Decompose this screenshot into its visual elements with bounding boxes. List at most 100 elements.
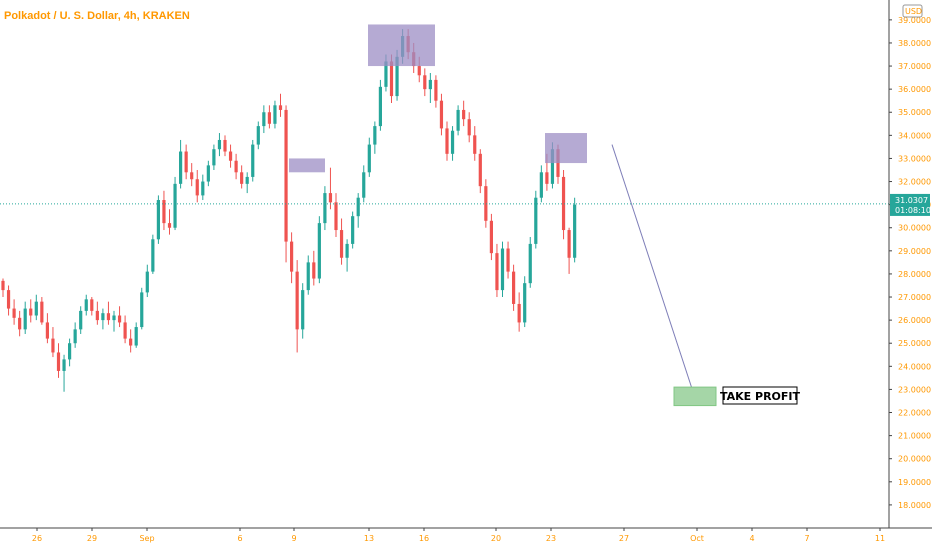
x-tick-label: 29: [87, 534, 97, 543]
candle: [290, 232, 294, 284]
candle-body: [134, 327, 138, 346]
candle: [317, 216, 321, 284]
candle-body: [356, 197, 360, 217]
y-tick-label: 23.0000: [898, 385, 931, 394]
countdown-timer: 01:08:10: [895, 206, 931, 215]
candle: [95, 301, 99, 325]
candle-body: [40, 301, 44, 323]
candle: [45, 313, 49, 344]
candle-body: [179, 151, 183, 184]
candle-body: [23, 308, 27, 330]
candle: [423, 68, 427, 97]
candle: [367, 137, 371, 177]
y-tick-label: 29.0000: [898, 247, 931, 256]
current-price-tag: [890, 193, 930, 216]
candle: [18, 310, 22, 337]
annotations: TAKE PROFIT: [0, 24, 889, 407]
x-tick-label: 6: [237, 534, 242, 543]
x-tick-label: Oct: [690, 534, 704, 543]
candle-body: [156, 200, 160, 240]
candle: [262, 105, 266, 134]
candle: [306, 255, 310, 295]
candle: [6, 285, 11, 316]
candle-body: [517, 303, 521, 323]
candle-body: [389, 61, 394, 97]
candle: [473, 126, 477, 161]
candle-body: [101, 313, 105, 321]
y-tick-label: 32.0000: [898, 178, 931, 187]
candle-body: [473, 135, 477, 154]
candle-body: [550, 149, 555, 184]
candle: [1, 278, 5, 298]
candle-body: [523, 283, 527, 323]
candle: [489, 213, 493, 261]
candle: [195, 169, 199, 203]
candle-body: [167, 223, 172, 228]
candle: [434, 75, 438, 108]
candle: [79, 306, 83, 334]
candle-body: [539, 172, 543, 198]
candle: [23, 301, 27, 334]
candle-body: [68, 343, 72, 360]
candle-body: [73, 329, 77, 344]
candle: [134, 322, 138, 348]
candle: [539, 165, 543, 203]
candle-body: [240, 172, 244, 184]
candle-body: [456, 109, 460, 131]
candle-body: [367, 144, 371, 173]
candle-body: [290, 241, 294, 272]
candle-body: [201, 181, 205, 196]
candle: [190, 163, 194, 187]
candle: [339, 218, 344, 265]
candle-body: [273, 105, 277, 124]
candle: [345, 239, 349, 272]
candles: [1, 29, 577, 392]
candle-body: [95, 310, 99, 321]
candle-body: [489, 220, 493, 254]
candle: [145, 264, 149, 298]
candle: [428, 72, 432, 104]
candle-body: [206, 165, 210, 182]
candle-body: [506, 248, 510, 272]
candle-body: [18, 317, 22, 330]
x-tick-label: 26: [32, 534, 42, 543]
candle-body: [162, 200, 166, 224]
candle-body: [123, 322, 127, 339]
candle-body: [223, 139, 227, 152]
current-price-value: 31.0307: [895, 196, 928, 205]
candle-body: [484, 186, 488, 221]
candle-body: [190, 172, 194, 180]
candle: [506, 241, 510, 279]
candle-body: [6, 290, 11, 309]
x-tick-label: 27: [619, 534, 629, 543]
candle: [378, 79, 382, 131]
candle: [467, 112, 471, 143]
candle: [101, 308, 105, 330]
candle-body: [528, 243, 532, 284]
candle: [84, 294, 88, 316]
candle: [223, 135, 227, 157]
x-tick-label: 23: [546, 534, 556, 543]
y-tick-label: 28.0000: [898, 270, 931, 279]
y-tick-label: 26.0000: [898, 316, 931, 325]
y-tick-label: 18.0000: [898, 501, 931, 510]
candle: [206, 160, 210, 187]
candle-body: [317, 223, 321, 279]
candle-body: [450, 130, 455, 154]
candle: [450, 126, 455, 161]
candle: [312, 250, 316, 286]
candle-body: [278, 105, 283, 110]
candle-body: [106, 313, 111, 321]
candle-body: [117, 315, 122, 323]
chart-title: Polkadot / U. S. Dollar, 4h, KRAKEN: [4, 10, 190, 22]
x-tick-label: 20: [491, 534, 501, 543]
candle-body: [423, 75, 427, 90]
y-tick-label: 27.0000: [898, 293, 931, 302]
candle: [184, 144, 188, 180]
y-tick-label: 37.0000: [898, 62, 931, 71]
candle-body: [428, 79, 432, 90]
candle-body: [90, 299, 94, 311]
candle-body: [140, 292, 144, 328]
